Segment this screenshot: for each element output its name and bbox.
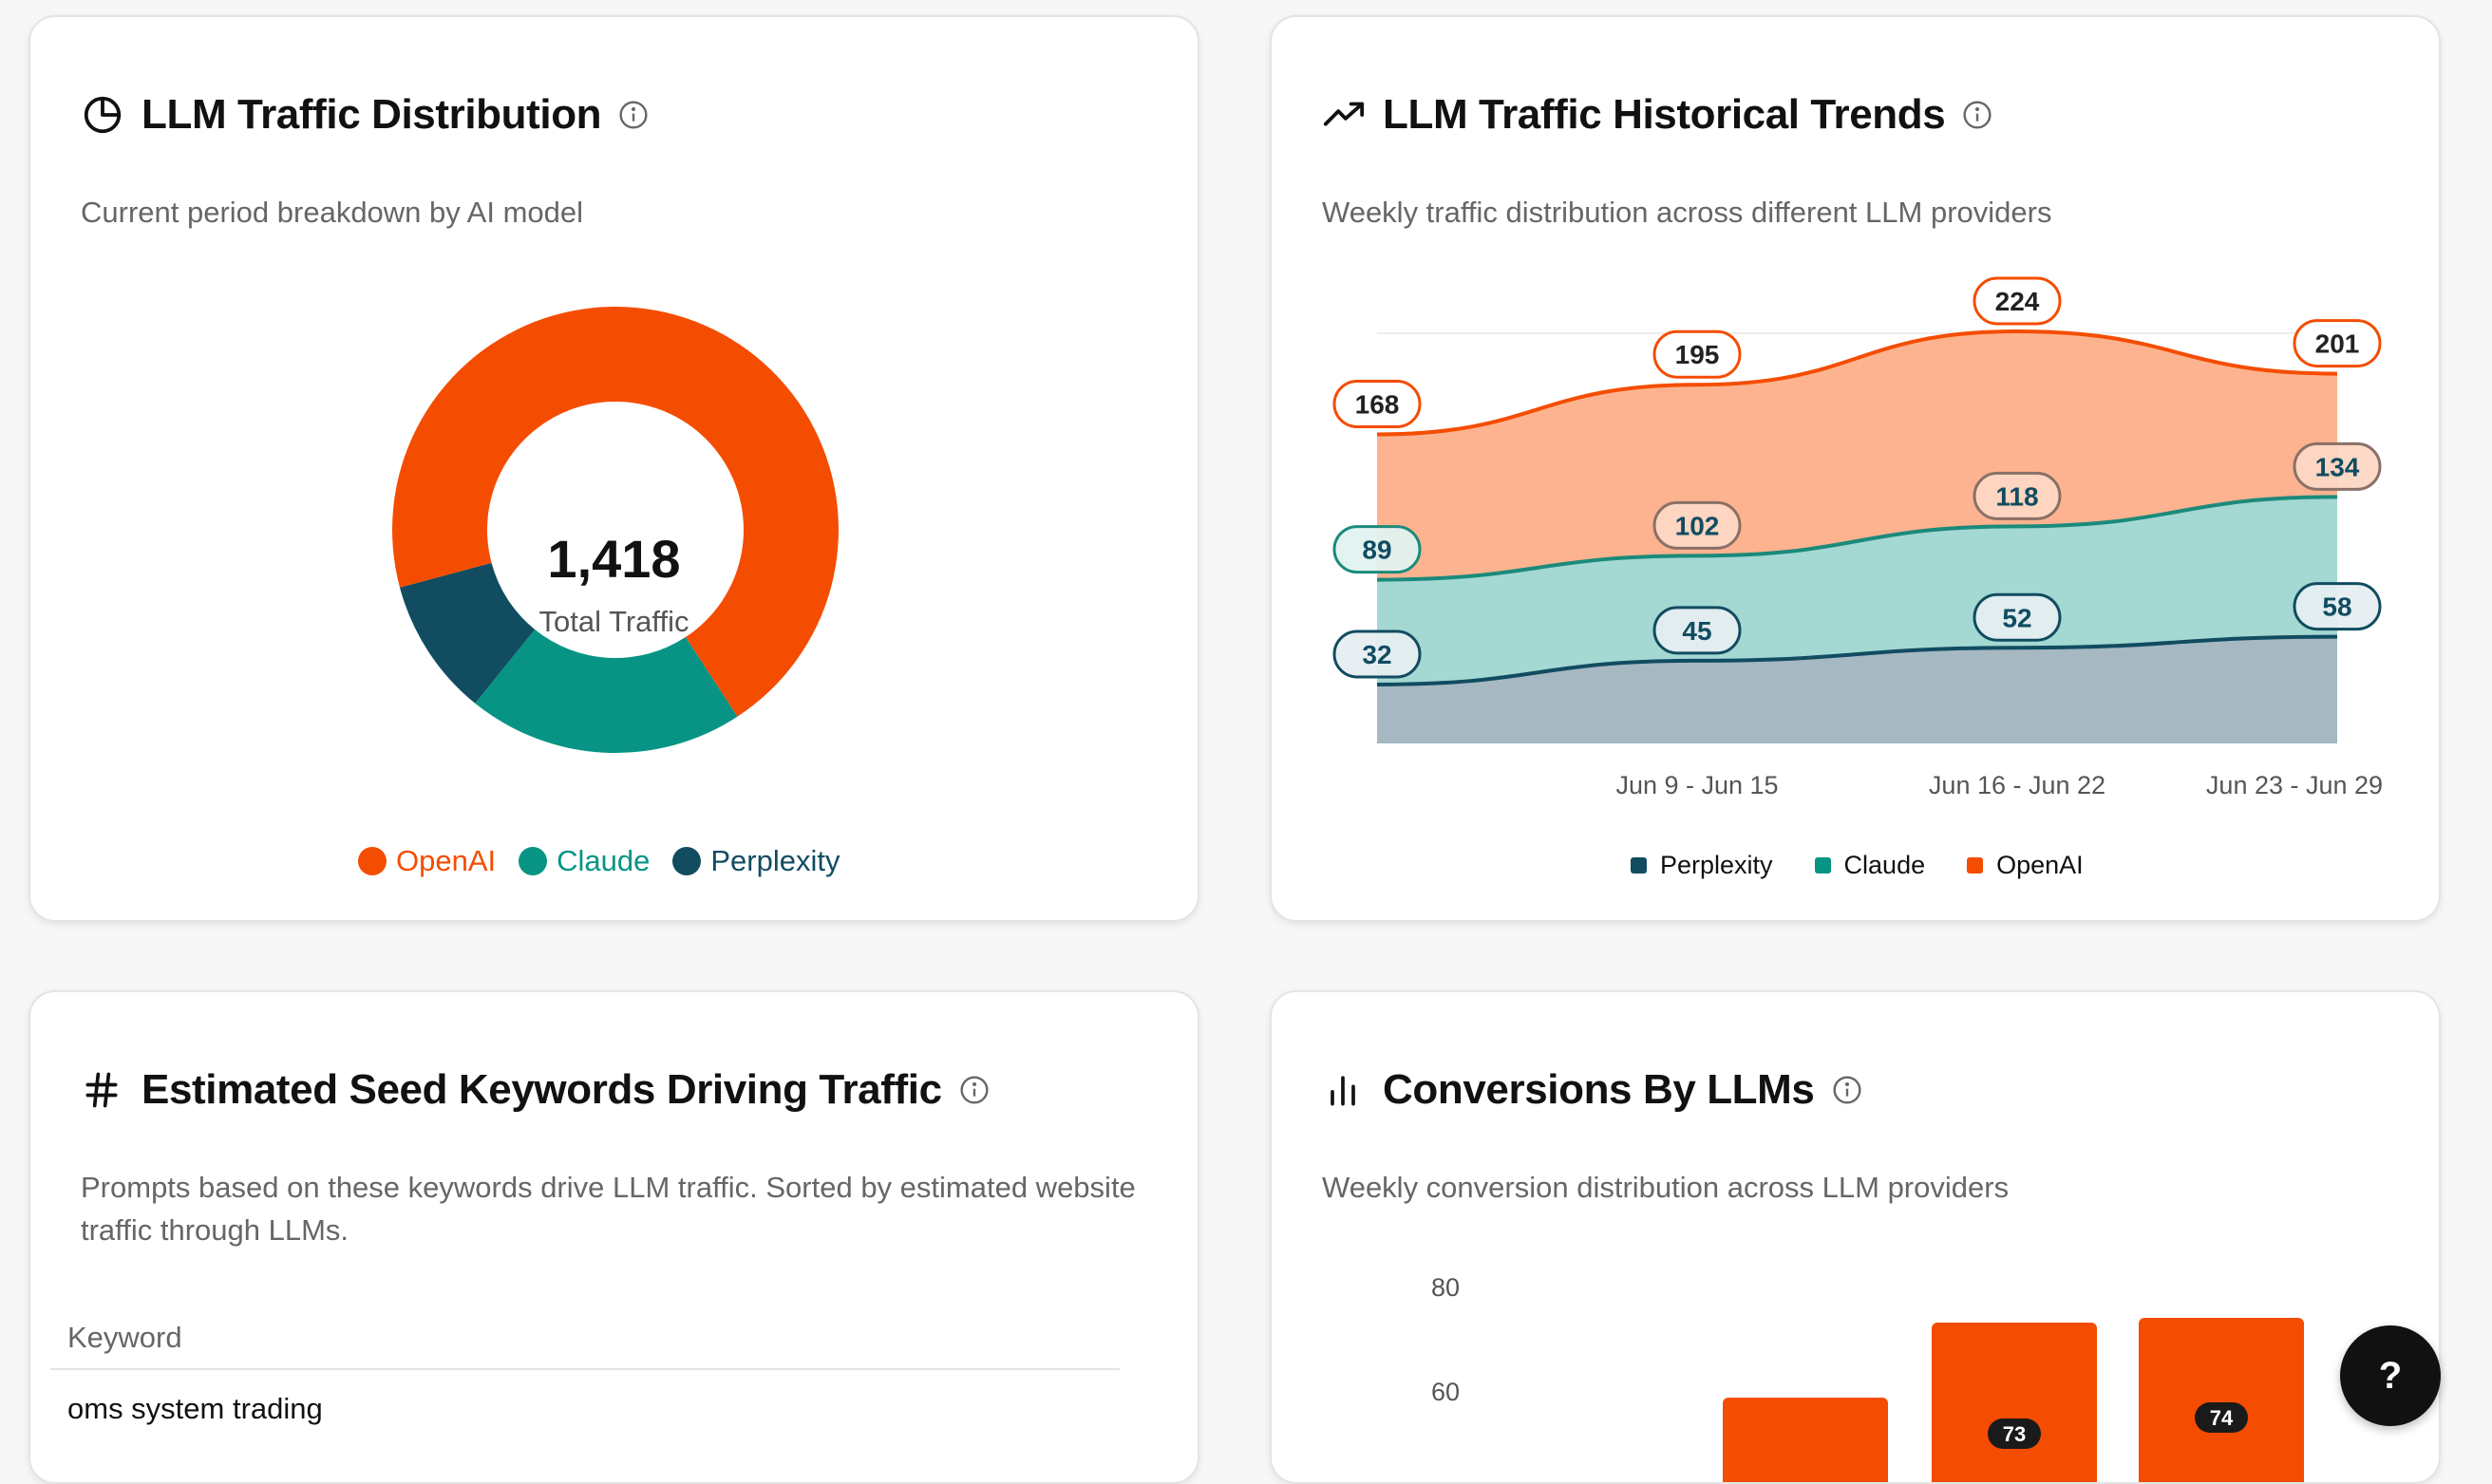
- conversions-subtitle: Weekly conversion distribution across LL…: [1322, 1171, 2010, 1204]
- legend-item-perplexity[interactable]: Perplexity: [672, 844, 840, 878]
- pie-chart-icon: [81, 92, 126, 138]
- data-label: 58: [2293, 582, 2382, 631]
- keywords-table-header: Keyword: [50, 1306, 1120, 1370]
- distribution-subtitle: Current period breakdown by AI model: [81, 196, 584, 229]
- svg-text:118: 118: [1995, 481, 2038, 511]
- legend-swatch: [1967, 857, 1984, 873]
- legend-label: OpenAI: [396, 844, 497, 877]
- keywords-title: Estimated Seed Keywords Driving Traffic: [142, 1066, 942, 1113]
- legend-item-perplexity[interactable]: Perplexity: [1631, 851, 1773, 880]
- bar-chart-icon: [1322, 1067, 1368, 1113]
- svg-text:195: 195: [1675, 340, 1720, 369]
- x-tick-label: Jun 9 - Jun 15: [1615, 771, 1778, 799]
- legend-label: Perplexity: [710, 844, 840, 877]
- data-label: 195: [1652, 329, 1742, 379]
- info-icon[interactable]: [618, 99, 651, 131]
- distribution-title: LLM Traffic Distribution: [142, 91, 602, 138]
- total-traffic-value: 1,418: [547, 529, 681, 589]
- keyword-column-header[interactable]: Keyword: [67, 1321, 182, 1354]
- data-label: 45: [1652, 606, 1742, 655]
- svg-text:201: 201: [2315, 329, 2360, 359]
- conversion-bar[interactable]: [2139, 1318, 2304, 1484]
- data-label: 201: [2293, 319, 2382, 368]
- help-button[interactable]: ?: [2340, 1325, 2441, 1426]
- bar-value-label: 73: [1988, 1418, 2041, 1449]
- help-icon: ?: [2378, 1354, 2403, 1397]
- line-claude: [1376, 495, 2338, 582]
- data-label: 224: [1973, 276, 2062, 326]
- info-icon[interactable]: [1832, 1074, 1864, 1106]
- conversions-header: Conversions By LLMs: [1322, 1061, 1864, 1119]
- legend-item-claude[interactable]: Claude: [1814, 851, 1926, 880]
- svg-text:58: 58: [2322, 592, 2351, 622]
- trends-title: LLM Traffic Historical Trends: [1383, 91, 1946, 138]
- keyword-cell: oms system trading: [67, 1392, 323, 1425]
- svg-text:45: 45: [1682, 616, 1711, 646]
- total-traffic-label: Total Traffic: [538, 605, 689, 638]
- donut-slice-openai[interactable]: [391, 306, 839, 717]
- keywords-header: Estimated Seed Keywords Driving Traffic: [81, 1061, 991, 1119]
- legend-item-openai[interactable]: OpenAI: [1967, 851, 2084, 880]
- data-label: 32: [1332, 629, 1422, 679]
- svg-text:224: 224: [1995, 287, 2040, 316]
- svg-text:32: 32: [1362, 640, 1391, 669]
- x-tick-label: Jun 16 - Jun 22: [1929, 771, 2105, 799]
- seed-keywords-card: Estimated Seed Keywords Driving Traffic …: [28, 990, 1199, 1484]
- svg-text:52: 52: [2002, 603, 2031, 632]
- svg-text:134: 134: [2315, 452, 2360, 481]
- area-chart: 32 45 52 58 89 102 118 134 168 195 224 201 Jun 9 - J…: [1332, 276, 2383, 799]
- svg-text:168: 168: [1355, 390, 1400, 420]
- trending-up-icon: [1322, 92, 1368, 138]
- area-openai[interactable]: [1377, 331, 2337, 580]
- info-icon[interactable]: [1962, 99, 1994, 131]
- data-label: 89: [1332, 525, 1422, 574]
- y-tick-label: 80: [1431, 1273, 1460, 1302]
- svg-text:89: 89: [1362, 535, 1391, 565]
- hash-icon: [81, 1067, 126, 1113]
- data-label: 134: [2293, 441, 2382, 491]
- area-claude[interactable]: [1377, 497, 2337, 685]
- keywords-subtitle: Prompts based on these keywords drive LL…: [81, 1171, 1136, 1247]
- data-label: 52: [1973, 592, 2062, 642]
- trends-legend: Perplexity Claude OpenAI: [1631, 851, 2084, 880]
- table-row[interactable]: oms system trading: [50, 1388, 1120, 1436]
- legend-swatch: [358, 847, 387, 875]
- legend-item-openai[interactable]: OpenAI: [358, 844, 496, 878]
- legend-label: Perplexity: [1660, 851, 1773, 879]
- conversions-bar-chart: 60 80 73 74: [1431, 1273, 2304, 1484]
- legend-swatch: [672, 847, 702, 875]
- line-perplexity: [1376, 634, 2338, 686]
- trends-header: LLM Traffic Historical Trends: [1322, 85, 1994, 144]
- x-tick-label: Jun 23 - Jun 29: [2206, 771, 2383, 799]
- svg-text:74: 74: [2210, 1406, 2234, 1430]
- donut-slice-perplexity[interactable]: [400, 562, 536, 704]
- svg-text:73: 73: [2003, 1422, 2026, 1446]
- conversion-bar[interactable]: [1932, 1323, 2097, 1484]
- donut-chart: [391, 306, 839, 753]
- info-icon[interactable]: [959, 1074, 991, 1106]
- distribution-header: LLM Traffic Distribution: [81, 85, 651, 144]
- legend-label: Claude: [557, 844, 651, 877]
- legend-label: OpenAI: [1996, 851, 2084, 879]
- legend-swatch: [519, 847, 548, 875]
- y-tick-label: 60: [1431, 1378, 1460, 1406]
- distribution-legend: OpenAI Claude Perplexity: [358, 844, 840, 878]
- data-label: 102: [1652, 500, 1742, 550]
- trends-subtitle: Weekly traffic distribution across diffe…: [1322, 196, 2052, 229]
- line-openai: [1376, 329, 2338, 437]
- legend-item-claude[interactable]: Claude: [519, 844, 650, 878]
- data-label: 118: [1973, 471, 2062, 520]
- svg-text:102: 102: [1675, 511, 1720, 540]
- traffic-trends-card: LLM Traffic Historical Trends Weekly tra…: [1270, 15, 2441, 922]
- traffic-distribution-card: LLM Traffic Distribution Current period …: [28, 15, 1199, 922]
- bar-value-label: 74: [2195, 1402, 2248, 1433]
- legend-swatch: [1631, 857, 1647, 873]
- conversions-title: Conversions By LLMs: [1383, 1066, 1815, 1113]
- legend-swatch: [1814, 857, 1831, 873]
- conversion-bar[interactable]: [1723, 1398, 1888, 1484]
- data-label: 168: [1332, 380, 1422, 428]
- donut-slice-claude[interactable]: [475, 629, 738, 753]
- legend-label: Claude: [1843, 851, 1926, 879]
- conversions-card: Conversions By LLMs Weekly conversion di…: [1270, 990, 2441, 1484]
